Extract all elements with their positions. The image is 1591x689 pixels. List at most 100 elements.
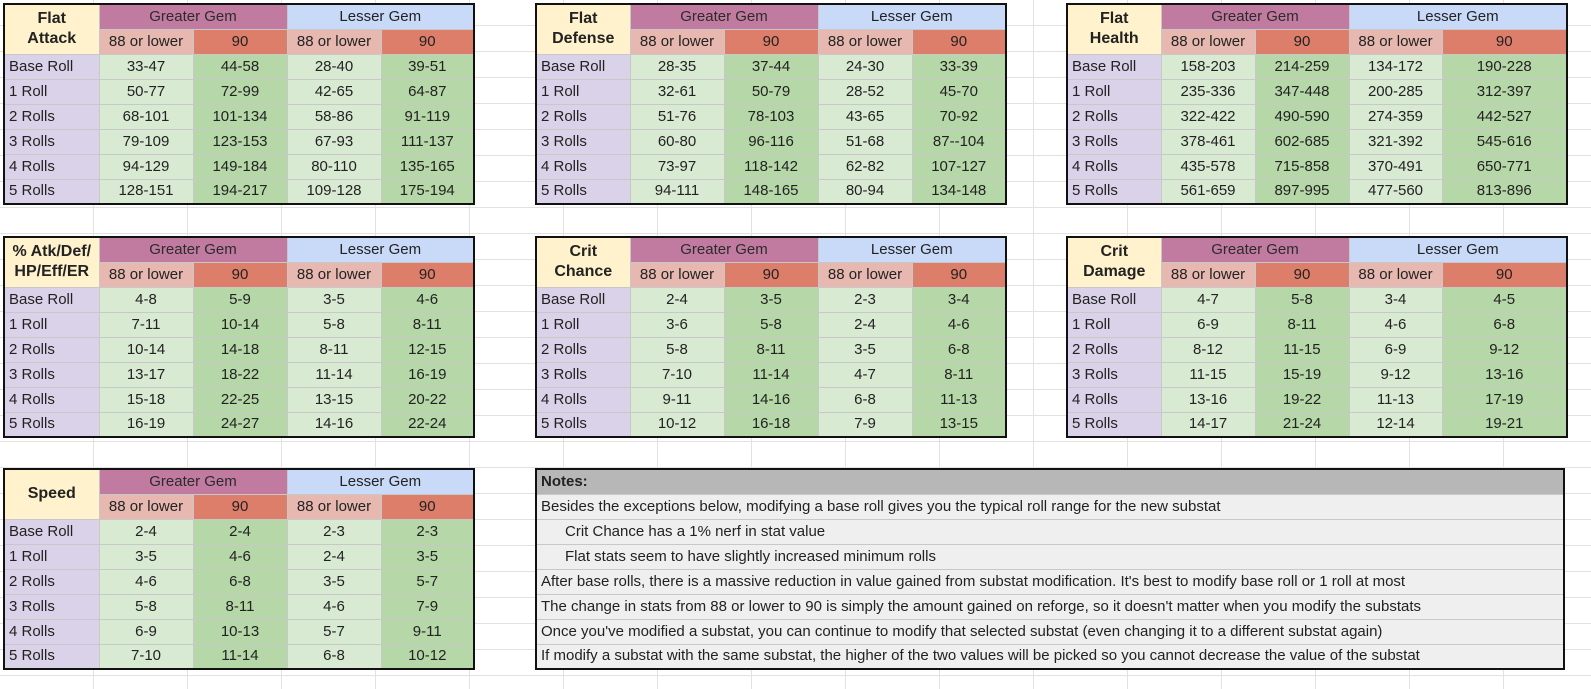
note: Once you've modified a substat, you can … xyxy=(535,618,1565,645)
note: After base rolls, there is a massive red… xyxy=(535,568,1565,595)
roll-range: 9-12 xyxy=(1441,336,1568,363)
data-row: 5 Rolls 14-17 21-24 12-14 19-21 xyxy=(1066,411,1568,438)
roll-range: 5-7 xyxy=(286,618,382,645)
level-header: 88 or lower xyxy=(286,493,382,520)
level-header: 88 or lower xyxy=(629,28,725,55)
roll-range: 149-184 xyxy=(192,153,288,180)
note-row: Flat stats seem to have slightly increas… xyxy=(535,543,1565,570)
data-row: 1 Roll 7-11 10-14 5-8 8-11 xyxy=(3,311,475,338)
roll-range: 15-19 xyxy=(1254,361,1350,388)
roll-range: 50-79 xyxy=(723,78,819,105)
level-header: 90 xyxy=(911,28,1007,55)
roll-range: 11-13 xyxy=(1348,386,1443,413)
roll-range: 5-9 xyxy=(192,286,288,313)
roll-range: 44-58 xyxy=(192,53,288,80)
data-row: 5 Rolls 128-151 194-217 109-128 175-194 xyxy=(3,178,475,205)
row-label: 3 Rolls xyxy=(3,361,100,388)
roll-range: 32-61 xyxy=(629,78,725,105)
row-label: 3 Rolls xyxy=(535,128,631,155)
title-line: Chance xyxy=(554,263,613,281)
roll-range: 5-8 xyxy=(286,311,382,338)
roll-range: 19-22 xyxy=(1254,386,1350,413)
gem-group: Greater Gem xyxy=(1160,3,1350,30)
roll-range: 8-11 xyxy=(911,361,1007,388)
table-title: Flat Health xyxy=(1066,3,1162,55)
table-body: Crit Damage Greater Gem Lesser Gem 88 or low… xyxy=(1066,236,1568,438)
table-title: Flat Attack xyxy=(3,3,100,55)
data-row: 1 Roll 6-9 8-11 4-6 6-8 xyxy=(1066,311,1568,338)
row-label: 2 Rolls xyxy=(1066,336,1162,363)
roll-range: 2-4 xyxy=(192,518,288,545)
data-row: Base Roll 2-4 2-4 2-3 2-3 xyxy=(3,518,475,545)
data-row: 3 Rolls 5-8 8-11 4-6 7-9 xyxy=(3,593,475,620)
roll-range: 13-15 xyxy=(911,411,1007,438)
roll-range: 33-47 xyxy=(98,53,194,80)
note: Crit Chance has a 1% nerf in stat value xyxy=(535,518,1565,545)
title-line: Crit xyxy=(569,243,598,261)
row-label: 3 Rolls xyxy=(1066,361,1162,388)
level-header: 90 xyxy=(723,261,819,288)
roll-range: 2-4 xyxy=(817,311,913,338)
roll-range: 10-12 xyxy=(380,643,475,670)
roll-range: 14-18 xyxy=(192,336,288,363)
note: The change in stats from 88 or lower to … xyxy=(535,593,1565,620)
subheader-row: 88 or lower 90 88 or lower 90 xyxy=(4,28,475,55)
roll-range: 312-397 xyxy=(1441,78,1568,105)
data-row: 3 Rolls 60-80 96-116 51-68 87--104 xyxy=(535,128,1007,155)
gem-group: Lesser Gem xyxy=(286,236,475,263)
data-row: 5 Rolls 16-19 24-27 14-16 22-24 xyxy=(3,411,475,438)
roll-range: 435-578 xyxy=(1160,153,1256,180)
roll-range: 11-15 xyxy=(1160,361,1256,388)
roll-range: 214-259 xyxy=(1254,53,1350,80)
roll-range: 22-24 xyxy=(380,411,475,438)
row-label: 3 Rolls xyxy=(1066,128,1162,155)
table-body: Flat Defense Greater Gem Lesser Gem 88 or lo… xyxy=(535,3,1007,205)
data-row: 1 Roll 50-77 72-99 42-65 64-87 xyxy=(3,78,475,105)
header-row: % Atk/Def/HP/Eff/ER Greater Gem Lesser Gem xyxy=(3,236,475,288)
table-title: Crit Chance xyxy=(535,236,631,288)
roll-range: 2-4 xyxy=(629,286,725,313)
roll-range: 442-527 xyxy=(1441,103,1568,130)
roll-range: 17-19 xyxy=(1441,386,1568,413)
roll-range: 51-68 xyxy=(817,128,913,155)
roll-range: 16-19 xyxy=(380,361,475,388)
title-line: Defense xyxy=(552,30,615,48)
roll-range: 134-172 xyxy=(1348,53,1443,80)
roll-range: 8-11 xyxy=(192,593,288,620)
data-row: 2 Rolls 8-12 11-15 6-9 9-12 xyxy=(1066,336,1568,363)
roll-range: 7-9 xyxy=(817,411,913,438)
data-row: 4 Rolls 94-129 149-184 80-110 135-165 xyxy=(3,153,475,180)
roll-range: 16-18 xyxy=(723,411,819,438)
data-row: 5 Rolls 561-659 897-995 477-560 813-896 xyxy=(1066,178,1568,205)
row-label: Base Roll xyxy=(535,53,631,80)
header-row: Crit Chance Greater Gem Lesser Gem xyxy=(535,236,1007,288)
data-row: 2 Rolls 68-101 101-134 58-86 91-119 xyxy=(3,103,475,130)
data-row: 4 Rolls 6-9 10-13 5-7 9-11 xyxy=(3,618,475,645)
data-row: 5 Rolls 7-10 11-14 6-8 10-12 xyxy=(3,643,475,670)
row-label: 4 Rolls xyxy=(535,153,631,180)
gem-group: Greater Gem xyxy=(98,3,288,30)
notes-header: Notes: xyxy=(535,468,1565,495)
roll-range: 73-97 xyxy=(629,153,725,180)
data-row: 3 Rolls 13-17 18-22 11-14 16-19 xyxy=(3,361,475,388)
row-label: 5 Rolls xyxy=(1066,178,1162,205)
level-header: 88 or lower xyxy=(98,261,194,288)
roll-range: 2-3 xyxy=(286,518,382,545)
table-body: Flat Attack Greater Gem Lesser Gem 88 or low… xyxy=(3,3,475,205)
roll-range: 6-8 xyxy=(817,386,913,413)
roll-range: 94-111 xyxy=(629,178,725,205)
roll-range: 21-24 xyxy=(1254,411,1350,438)
roll-range: 2-4 xyxy=(98,518,194,545)
roll-range: 5-7 xyxy=(380,568,475,595)
row-label: 3 Rolls xyxy=(535,361,631,388)
roll-range: 8-11 xyxy=(723,336,819,363)
roll-range: 109-128 xyxy=(286,178,382,205)
roll-range: 8-11 xyxy=(1254,311,1350,338)
data-row: 2 Rolls 5-8 8-11 3-5 6-8 xyxy=(535,336,1007,363)
data-row: Base Roll 2-4 3-5 2-3 3-4 xyxy=(535,286,1007,313)
roll-range: 96-116 xyxy=(723,128,819,155)
roll-range: 602-685 xyxy=(1254,128,1350,155)
roll-range: 5-8 xyxy=(98,593,194,620)
roll-range: 45-70 xyxy=(911,78,1007,105)
roll-range: 3-5 xyxy=(286,568,382,595)
